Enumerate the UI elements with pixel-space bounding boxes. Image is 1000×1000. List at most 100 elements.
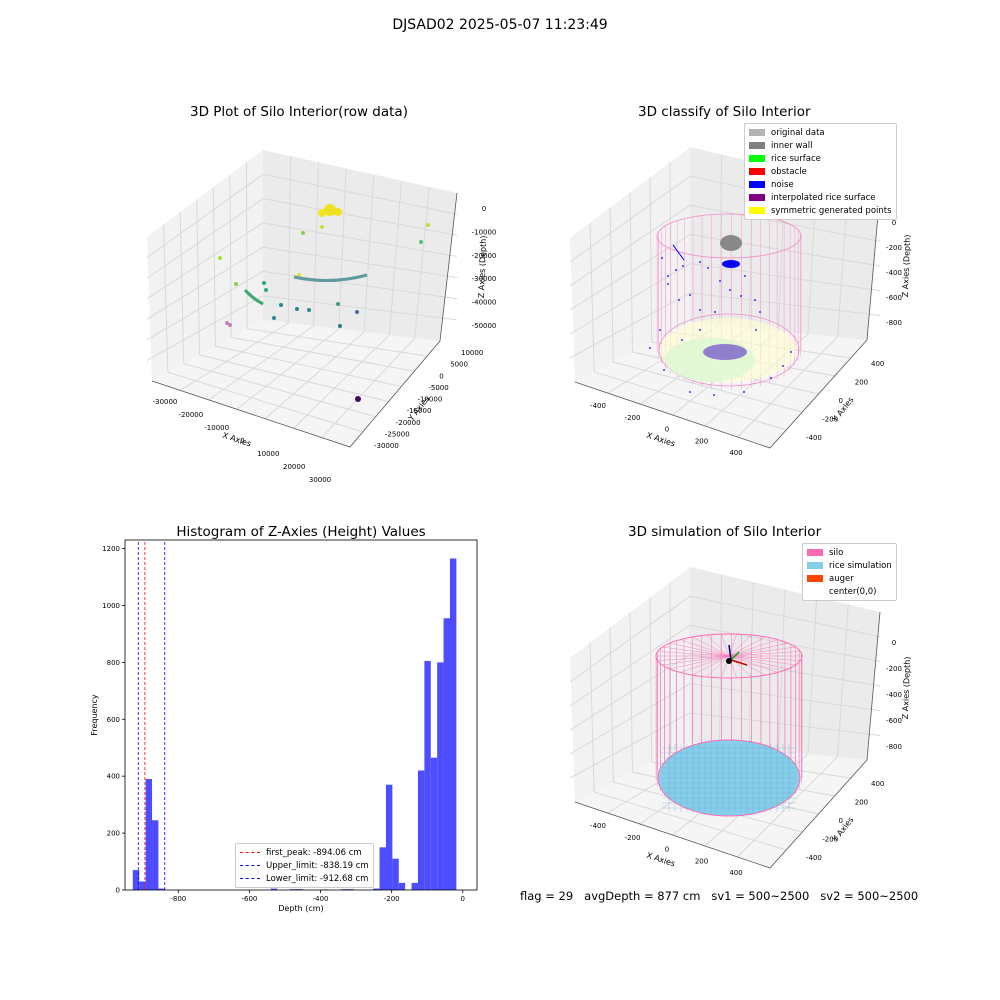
x-axis-label: Depth (cm) bbox=[278, 904, 323, 913]
noise-point bbox=[744, 275, 746, 277]
auger-arm bbox=[728, 644, 732, 661]
simulation-legend: silo rice simulation auger center(0,0) bbox=[802, 543, 897, 601]
raw-point bbox=[426, 223, 430, 227]
x-tick-label: 10000 bbox=[257, 450, 279, 458]
grid-line bbox=[179, 212, 185, 364]
x-tick-label: -200 bbox=[625, 834, 641, 842]
silo-bottom-ring bbox=[658, 313, 800, 387]
legend-label: rice surface bbox=[771, 153, 821, 164]
raw-point bbox=[225, 321, 229, 325]
auger-arm bbox=[730, 659, 748, 666]
x-tick-label: 0 bbox=[240, 437, 244, 445]
y-tick-label: 400 bbox=[871, 360, 884, 368]
axis-line bbox=[866, 611, 881, 761]
grid-line bbox=[180, 322, 289, 391]
floor-pane bbox=[152, 320, 440, 447]
y-tick-label: -30000 bbox=[374, 442, 399, 450]
noise-point bbox=[681, 339, 683, 341]
legend-entry: original data bbox=[749, 126, 892, 139]
noise-point bbox=[755, 329, 757, 331]
grid-line bbox=[215, 345, 402, 387]
z-tick-label: -10000 bbox=[472, 228, 497, 236]
raw-point bbox=[264, 288, 268, 292]
noise-point bbox=[678, 299, 680, 301]
flag-text: flag = 29 bbox=[520, 889, 574, 903]
raw-point bbox=[355, 310, 359, 314]
noise-point bbox=[675, 269, 677, 271]
noise-line bbox=[672, 244, 685, 261]
noise-point bbox=[682, 265, 684, 267]
noise-point bbox=[713, 394, 715, 396]
x-tick-label: -30000 bbox=[153, 398, 178, 406]
x-tick-label: -200 bbox=[384, 895, 400, 903]
raw-plot-title: 3D Plot of Silo Interior(row data) bbox=[190, 104, 408, 120]
y-tick-label: 200 bbox=[107, 830, 120, 838]
legend-swatch bbox=[749, 207, 765, 214]
histogram-bar bbox=[443, 618, 450, 890]
grid-line bbox=[363, 174, 375, 333]
legend-label: Upper_limit: -838.19 cm bbox=[266, 860, 369, 871]
raw-point bbox=[279, 303, 283, 307]
grid-line bbox=[229, 174, 232, 338]
z-tick-label: -800 bbox=[886, 319, 902, 327]
legend-entry: obstacle bbox=[749, 165, 892, 178]
grid-line bbox=[414, 186, 430, 339]
noise-point bbox=[699, 309, 701, 311]
noise-point bbox=[689, 294, 691, 296]
grid-line bbox=[231, 336, 415, 372]
noise-point bbox=[659, 329, 661, 331]
z-tick-label: -400 bbox=[886, 691, 902, 699]
x-tick-label: 0 bbox=[461, 895, 465, 903]
legend-entry: rice simulation bbox=[807, 559, 892, 572]
auger-arm bbox=[730, 651, 740, 661]
noise-point bbox=[770, 377, 772, 379]
inner-wall-cluster bbox=[720, 235, 742, 251]
noise-point bbox=[729, 289, 731, 291]
noise-point bbox=[782, 365, 784, 367]
y-tick-label: -10000 bbox=[418, 396, 443, 404]
legend-label: noise bbox=[771, 179, 794, 190]
histogram-bar bbox=[449, 558, 457, 890]
legend-entry: Lower_limit: -912.68 cm bbox=[240, 872, 369, 885]
y-tick-label: 0 bbox=[839, 397, 843, 405]
legend-entry: first_peak: -894.06 cm bbox=[240, 846, 369, 859]
z-tick-label: -30000 bbox=[472, 275, 497, 283]
grid-line bbox=[629, 612, 633, 773]
x-tick-label: -400 bbox=[590, 402, 606, 410]
y-tick-label: 200 bbox=[855, 379, 868, 387]
y-tick-label: 0 bbox=[839, 817, 843, 825]
plot-frame bbox=[124, 539, 478, 891]
raw-point bbox=[262, 281, 266, 285]
x-tick-label: 200 bbox=[695, 437, 708, 445]
x-axis-label: X Axies bbox=[645, 851, 676, 869]
grid-line bbox=[245, 162, 248, 329]
legend-swatch bbox=[807, 562, 823, 569]
y-tick-label: 400 bbox=[107, 773, 120, 781]
histogram-bar bbox=[152, 820, 159, 890]
legend-label: center(0,0) bbox=[829, 586, 877, 597]
axis-line bbox=[574, 759, 868, 869]
y-tick-label: 1000 bbox=[102, 602, 120, 610]
legend-line-marker bbox=[240, 865, 260, 866]
avg-depth-text: avgDepth = 877 cm bbox=[584, 889, 701, 903]
grid-line bbox=[146, 198, 458, 279]
center-marker bbox=[726, 658, 732, 664]
histogram-title: Histogram of Z-Axies (Height) Values bbox=[176, 524, 425, 540]
raw-arc bbox=[293, 273, 368, 283]
legend-swatch bbox=[749, 168, 765, 175]
legend-entry: silo bbox=[807, 546, 892, 559]
grid-line bbox=[183, 363, 376, 418]
grid-line bbox=[146, 270, 458, 341]
noise-point bbox=[707, 267, 709, 269]
legend-label: first_peak: -894.06 cm bbox=[266, 847, 362, 858]
y-tick-label: 0 bbox=[116, 887, 120, 895]
noise-point bbox=[740, 295, 742, 297]
x-tick-label: -600 bbox=[241, 895, 257, 903]
raw-point bbox=[334, 208, 342, 216]
y-tick-label: 400 bbox=[871, 780, 884, 788]
x-tick-label: 20000 bbox=[283, 463, 305, 471]
raw-point bbox=[336, 302, 340, 306]
histogram-bar bbox=[139, 881, 146, 890]
x-tick-label: -800 bbox=[170, 895, 186, 903]
histogram-bar bbox=[132, 870, 140, 890]
